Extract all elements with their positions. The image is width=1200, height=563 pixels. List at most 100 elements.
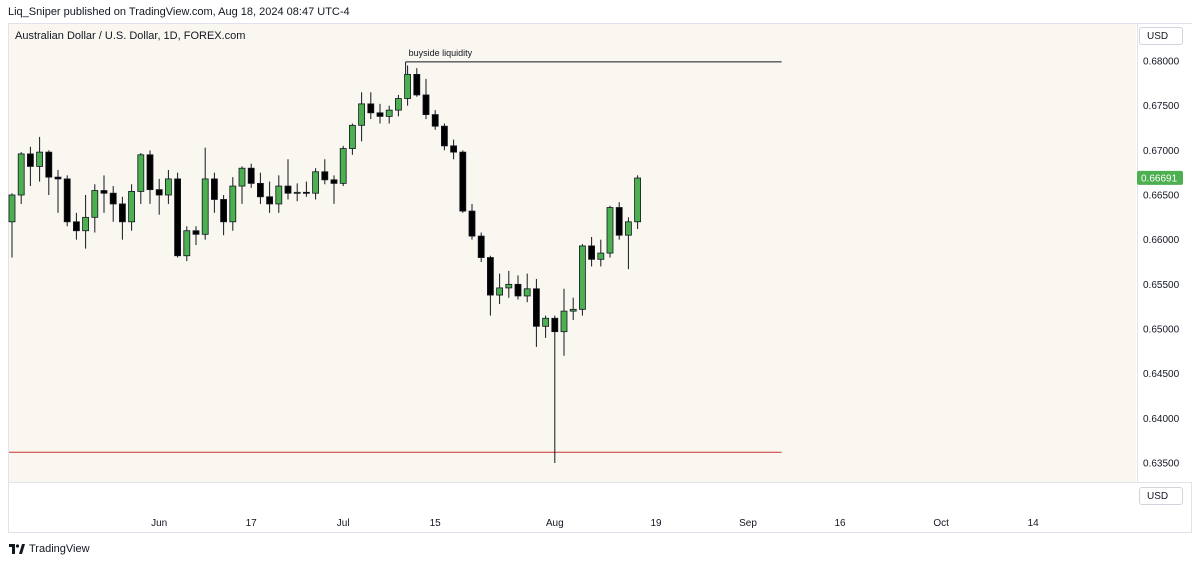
candle-down [330,179,338,184]
candle-down [100,190,108,194]
candle-up [560,310,568,333]
candle-down [431,114,439,127]
currency-button-top[interactable]: USD [1139,27,1183,45]
tradingview-brand[interactable]: TradingView [9,543,90,555]
tradingview-logo-text: TradingView [29,543,90,555]
candle-down [615,207,623,236]
last-price-label: 0.66691 [1141,173,1178,184]
candle-down [468,210,476,237]
candle-down [551,317,559,333]
price-tick-label: 0.66000 [1143,235,1180,246]
candle-up [348,124,356,149]
symbol-title[interactable]: Australian Dollar / U.S. Dollar, 1D, FOR… [15,30,246,42]
time-tick-label: 14 [1028,518,1040,529]
price-tick-label: 0.66500 [1143,191,1180,202]
candle-up [385,109,393,117]
candle-up [496,287,504,296]
time-tick-label: Aug [546,518,564,529]
price-tick-label: 0.63500 [1143,459,1180,470]
candle-up [82,216,89,232]
price-tick-label: 0.65500 [1143,280,1180,291]
candle-down [192,230,200,235]
candle-down [210,178,218,200]
candle-down [321,171,329,181]
price-tick-label: 0.67500 [1143,101,1180,112]
candle-up [293,191,301,194]
candle-up [201,178,209,235]
candle-down [266,196,274,205]
candle-down [54,176,62,180]
candle-down [422,94,430,115]
publish-header: Liq_Sniper published on TradingView.com,… [8,6,350,18]
candle-down [220,199,228,223]
candle-down [155,189,163,196]
candle-down [440,125,448,147]
candle-down [533,288,540,327]
candle-up [229,185,237,223]
candle-up [312,171,320,194]
candle-up [394,98,402,111]
candle-up [404,74,412,99]
candle-down [514,283,522,297]
candle-up [137,154,145,192]
candle-down [367,103,375,114]
time-tick-label: 16 [834,518,846,529]
last-price-badge [1137,170,1183,185]
candle-up [8,194,16,223]
candle-up [358,103,366,126]
candle-down [284,185,292,194]
candle-up [17,153,25,196]
candle-up [569,308,577,312]
candle-up [579,245,586,310]
time-tick-label: 17 [246,518,258,529]
candle-up [183,230,191,257]
tradingview-logo-icon [9,544,25,554]
candle-down [413,74,421,96]
price-axis[interactable] [1137,24,1192,482]
candle-down [119,203,126,223]
candle-down [26,153,34,167]
plot-area[interactable] [9,24,1136,482]
candle-down [146,154,154,191]
candle-up [91,190,99,218]
price-tick-label: 0.67000 [1143,146,1180,157]
candle-up [634,177,641,223]
candle-down [459,151,467,212]
candle-down [477,235,485,258]
time-tick-label: Oct [933,518,949,529]
time-tick-label: 15 [430,518,442,529]
candle-down [376,112,384,117]
candle-down [256,182,264,198]
candle-up [275,185,283,205]
price-tick-label: 0.64000 [1143,414,1180,425]
candle-down [73,221,80,232]
candle-up [339,148,347,184]
time-tick-label: Jul [337,518,350,529]
candle-down [174,178,182,257]
candle-up [128,191,136,223]
currency-button-bottom[interactable]: USD [1139,487,1183,505]
candle-down [588,245,595,260]
price-tick-label: 0.65000 [1143,325,1180,336]
candle-up [606,207,614,254]
candle-down [486,257,494,296]
candle-up [164,178,172,196]
time-tick-label: Sep [739,518,757,529]
candle-up [505,283,513,289]
candle-down [45,151,53,178]
candle-up [523,288,531,297]
time-axis-separator [9,482,1191,483]
candle-up [36,151,43,167]
candle-up [597,252,605,260]
buyside-liquidity-label: buyside liquidity [409,48,473,58]
price-tick-label: 0.64500 [1143,369,1180,380]
candle-down [302,191,310,194]
candle-up [625,221,632,236]
candle-down [109,192,117,205]
candle-down [247,167,255,184]
time-tick-label: 19 [650,518,662,529]
time-tick-label: Jun [151,518,167,529]
candle-up [238,167,246,187]
candle-down [450,145,458,153]
